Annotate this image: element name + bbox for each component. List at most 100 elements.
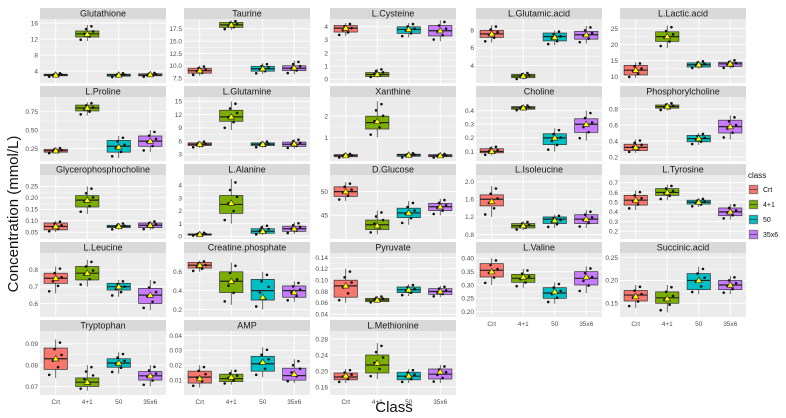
data-point [348, 22, 352, 26]
data-point [444, 370, 448, 374]
box-35x6 [138, 70, 163, 78]
box-35x6 [428, 151, 453, 159]
data-point [53, 271, 56, 275]
mean-marker [373, 221, 381, 229]
data-point [411, 151, 415, 155]
data-point [515, 228, 519, 231]
data-point [441, 34, 444, 37]
strip-bg [184, 8, 310, 19]
data-point [731, 131, 734, 134]
panel-title: L.Alanine [228, 165, 266, 175]
y-tick-label: 0.30 [461, 282, 474, 289]
y-tick-label: 0.04 [169, 333, 182, 340]
data-point [444, 289, 448, 292]
data-point [291, 62, 295, 66]
data-point [701, 197, 705, 201]
data-point [413, 153, 416, 157]
data-point [731, 287, 734, 291]
box-Crt [333, 22, 358, 37]
data-point [235, 22, 239, 26]
data-point [154, 137, 158, 141]
box-4+1 [655, 285, 680, 313]
mean-marker [227, 277, 235, 284]
data-point [555, 39, 559, 43]
data-point [110, 154, 114, 158]
box-35x6 [428, 20, 453, 42]
mean-marker [115, 282, 123, 290]
data-point [699, 285, 703, 288]
data-point [151, 300, 154, 304]
data-point [722, 66, 726, 70]
data-point [722, 291, 726, 294]
data-point [350, 373, 353, 376]
data-point [91, 374, 95, 377]
y-tick-label: 0.3 [609, 219, 618, 226]
y-tick-label: 17.5 [169, 26, 182, 33]
y-tick-label: 0.20 [25, 195, 38, 202]
box-4+1 [365, 343, 390, 379]
data-point [110, 228, 114, 231]
panel-group: Glutathione481216Crt4+15035x6Taurine7.51… [25, 8, 746, 406]
data-point [727, 120, 731, 123]
data-point [373, 222, 376, 225]
data-point [348, 270, 352, 273]
data-point [587, 130, 590, 134]
data-point [110, 370, 114, 374]
y-tick-label: 1.6 [465, 197, 474, 204]
box-50 [106, 135, 131, 159]
data-point [733, 276, 736, 279]
box-35x6 [718, 59, 743, 70]
data-point [432, 212, 436, 216]
data-point [202, 260, 206, 263]
box-35x6 [282, 60, 307, 75]
data-point [578, 289, 582, 293]
panel-title: Creatine.phosphate [208, 243, 287, 253]
y-tick-label: 50 [321, 189, 329, 196]
box-Crt [187, 230, 212, 238]
box-Crt [43, 220, 68, 233]
data-point [234, 264, 237, 268]
mean-marker [632, 143, 640, 150]
y-tick-label: 2.0 [465, 179, 474, 186]
mean-marker [115, 222, 123, 229]
data-point [60, 275, 63, 279]
box-50 [250, 62, 275, 75]
data-point [494, 25, 498, 28]
mean-marker [373, 117, 381, 125]
data-point [91, 106, 95, 109]
data-point [204, 142, 207, 146]
box-4+1 [365, 295, 390, 304]
data-point [263, 367, 267, 371]
data-point [587, 221, 590, 225]
data-point [337, 33, 341, 37]
data-point [297, 221, 300, 225]
panel-title: Succinic.acid [657, 243, 710, 253]
x-tick-label: Crt [487, 321, 496, 328]
data-point [232, 291, 235, 295]
data-point [265, 348, 269, 352]
data-point [589, 26, 592, 29]
y-tick-label: 0.25 [461, 296, 474, 303]
panel-pyruvate: Pyruvate0.040.060.080.100.120.14Crt4+150… [315, 242, 456, 328]
data-point [526, 71, 529, 75]
data-point [559, 136, 562, 139]
y-tick-label: 0 [178, 234, 182, 241]
panel-title: Choline [524, 87, 555, 97]
data-point [734, 208, 738, 212]
data-point [409, 216, 413, 220]
mean-marker [405, 209, 413, 216]
box-35x6 [138, 365, 163, 387]
box-4+1 [511, 104, 536, 112]
panel-bg [476, 175, 602, 239]
panel-bg [40, 19, 166, 83]
data-point [88, 277, 91, 281]
data-point [147, 134, 151, 137]
mean-marker [695, 60, 703, 68]
legend: class Crt 4+1 50 35x6 [748, 171, 778, 240]
data-point [733, 116, 736, 119]
data-point [411, 22, 415, 26]
y-tick-label: 0.25 [605, 255, 618, 262]
data-point [443, 152, 446, 156]
strip-bg [184, 86, 310, 97]
box-50 [542, 30, 567, 46]
